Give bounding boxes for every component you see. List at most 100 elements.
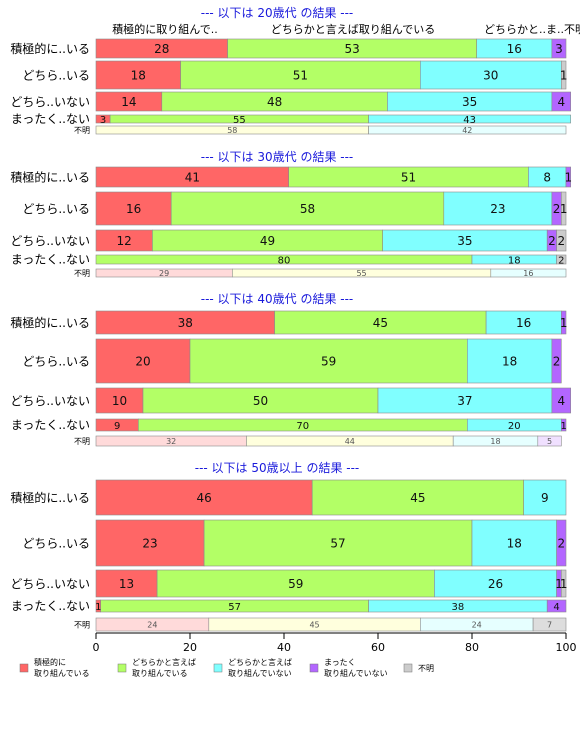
column-header-label: 積極的に取り組んで.. [112, 22, 217, 36]
bar-segment [551, 387, 572, 414]
data-label: 7 [547, 621, 552, 630]
data-label: 46 [196, 491, 211, 505]
data-label: 2 [553, 202, 561, 216]
bar-segment [560, 191, 567, 226]
data-label: 16 [523, 269, 533, 278]
unknown-segment [368, 125, 567, 135]
data-label: 18 [502, 355, 517, 369]
data-label: 42 [462, 126, 472, 135]
unknown-row-label: 不明 [74, 269, 90, 278]
data-label: 1 [565, 171, 573, 185]
row-label: まったく..ない [11, 252, 90, 266]
unknown-segment [537, 435, 562, 447]
data-label: 29 [159, 269, 169, 278]
data-label: 10 [112, 394, 127, 408]
bar-segment [471, 519, 557, 567]
bar-segment [546, 599, 567, 613]
row-label: どちら..いない [10, 394, 90, 408]
data-label: 53 [345, 42, 360, 56]
data-label: 55 [356, 269, 366, 278]
data-label: 16 [507, 42, 522, 56]
data-label: 38 [178, 316, 193, 330]
legend-label: まったく取り組んでいない [324, 658, 388, 678]
data-label: 14 [121, 95, 136, 109]
bar-segment [551, 38, 567, 59]
panel-title: --- 以下は 30歳代 の結果 --- [201, 150, 354, 164]
bar-segment [556, 229, 567, 252]
x-tick-label: 60 [371, 641, 385, 654]
bar-segment [551, 91, 572, 112]
bar-segment [95, 519, 205, 567]
data-label: 58 [227, 126, 237, 135]
data-label: 23 [490, 202, 505, 216]
data-label: 2 [557, 234, 565, 248]
data-label: 18 [131, 69, 146, 83]
unknown-row-label: 不明 [74, 621, 90, 630]
row-label: 積極的に..いる [10, 490, 90, 505]
bar-segment [560, 310, 567, 335]
x-tick-label: 20 [183, 641, 197, 654]
data-label: 58 [300, 202, 315, 216]
data-label: 28 [154, 42, 169, 56]
legend-swatch [213, 663, 223, 673]
data-label: 44 [345, 437, 355, 446]
data-label: 18 [490, 437, 500, 446]
data-label: 48 [267, 95, 282, 109]
data-label: 55 [233, 115, 246, 126]
data-label: 1 [95, 602, 101, 613]
data-label: 57 [330, 537, 345, 551]
data-label: 1 [555, 577, 563, 591]
data-label: 3 [555, 42, 563, 56]
bar-segment [556, 519, 567, 567]
data-label: 20 [508, 421, 521, 432]
data-label: 18 [507, 537, 522, 551]
bar-segment [560, 60, 567, 90]
row-label: まったく..ない [11, 112, 90, 126]
data-label: 59 [321, 355, 336, 369]
bar-segment [95, 338, 191, 384]
bar-segment [170, 191, 445, 226]
row-label: どちら..いる [22, 537, 90, 551]
data-label: 70 [296, 421, 309, 432]
data-label: 1 [560, 577, 568, 591]
data-label: 16 [126, 202, 141, 216]
data-label: 37 [457, 394, 472, 408]
data-label: 57 [228, 602, 241, 613]
data-label: 4 [557, 95, 565, 109]
row-label: 積極的に..いる [10, 315, 90, 330]
legend-label: どちらかと言えば取り組んでいない [228, 657, 292, 678]
data-label: 35 [457, 234, 472, 248]
data-label: 2 [558, 255, 564, 266]
data-label: 51 [401, 171, 416, 185]
data-label: 41 [185, 171, 200, 185]
data-label: 9 [541, 491, 549, 505]
data-label: 2 [557, 537, 565, 551]
data-label: 30 [483, 69, 498, 83]
unknown-segment [490, 268, 567, 278]
data-label: 9 [114, 421, 120, 432]
data-label: 1 [560, 421, 566, 432]
data-label: 49 [260, 234, 275, 248]
panel-title: --- 以下は 50歳以上 の結果 --- [195, 461, 360, 475]
data-label: 35 [462, 95, 477, 109]
unknown-row-label: 不明 [74, 126, 90, 135]
data-label: 8 [543, 171, 551, 185]
bar-segment [523, 479, 567, 516]
data-label: 59 [288, 577, 303, 591]
bar-segment [560, 418, 567, 432]
legend-label: 積極的に取り組んでいる [34, 657, 90, 678]
row-label: どちら..いる [22, 202, 90, 216]
bar-segment [95, 191, 172, 226]
legend-swatch [117, 663, 127, 673]
bar-segment [95, 387, 144, 414]
x-tick-label: 0 [93, 641, 100, 654]
bar-segment [95, 60, 181, 90]
legend-label: 不明 [418, 664, 434, 673]
unknown-row-label: 不明 [74, 437, 90, 446]
x-tick-label: 80 [465, 641, 479, 654]
data-label: 32 [166, 437, 176, 446]
bar-segment [203, 519, 473, 567]
data-label: 3 [100, 115, 106, 126]
data-label: 2 [548, 234, 556, 248]
